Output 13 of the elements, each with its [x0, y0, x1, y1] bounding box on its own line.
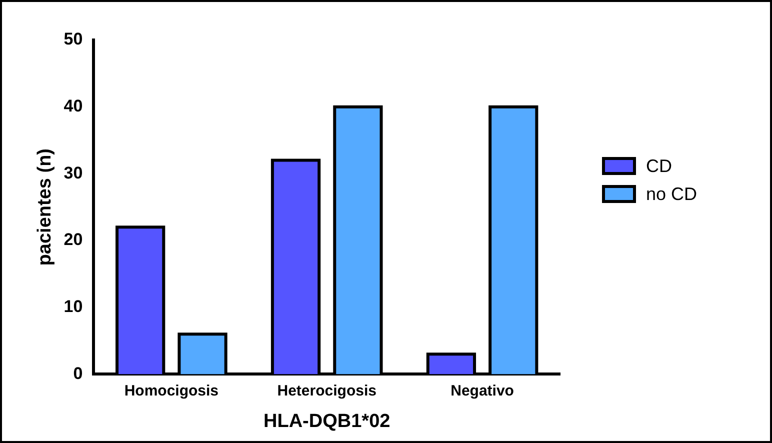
x-tick-label: Homocigosis	[124, 382, 219, 400]
x-tick-label: Heterocigosis	[277, 382, 376, 400]
legend-label: no CD	[646, 184, 698, 204]
y-tick-label: 20	[64, 230, 83, 250]
x-tick-label: Negativo	[450, 382, 514, 400]
x-axis-title: HLA-DQB1*02	[264, 410, 390, 432]
y-tick-label: 50	[64, 30, 83, 49]
y-tick-label: 0	[73, 364, 83, 383]
y-tick-label: 10	[64, 297, 83, 316]
y-tick-label: 40	[64, 96, 83, 116]
y-tick-label: 30	[64, 163, 83, 182]
legend-label: CD	[646, 156, 672, 176]
y-axis-title: pacientes (n)	[34, 148, 56, 266]
